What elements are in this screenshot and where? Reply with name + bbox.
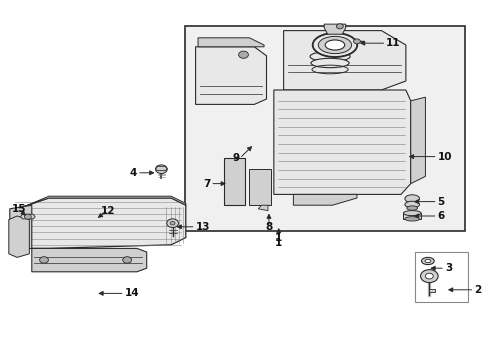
Text: 7: 7 [203,179,210,189]
Polygon shape [198,38,264,47]
Circle shape [122,257,131,263]
Text: 4: 4 [129,168,137,178]
Text: 6: 6 [437,211,444,221]
Ellipse shape [406,206,417,210]
Ellipse shape [403,211,420,216]
Bar [414,252,468,302]
Polygon shape [324,24,345,34]
Text: 15: 15 [11,204,26,214]
Circle shape [24,214,31,219]
Ellipse shape [424,259,430,263]
Circle shape [425,273,432,279]
Text: 14: 14 [124,288,139,298]
Polygon shape [273,90,410,194]
Text: 5: 5 [437,197,444,207]
Ellipse shape [310,58,348,68]
Polygon shape [293,194,356,205]
Polygon shape [20,214,35,219]
Circle shape [353,39,360,44]
Polygon shape [155,166,167,171]
Circle shape [238,51,248,58]
Polygon shape [283,31,405,90]
Text: 1: 1 [275,233,282,243]
Ellipse shape [318,36,351,54]
Text: 2: 2 [473,285,481,295]
Text: 13: 13 [195,222,210,232]
Polygon shape [249,169,271,205]
Polygon shape [10,205,32,250]
Circle shape [336,24,343,29]
Ellipse shape [309,51,349,62]
Text: 3: 3 [444,263,451,273]
Polygon shape [224,158,245,205]
Circle shape [420,270,437,283]
Ellipse shape [404,217,419,221]
Polygon shape [12,196,185,211]
Ellipse shape [421,257,433,265]
Polygon shape [410,97,425,184]
Circle shape [155,165,167,174]
Polygon shape [32,248,146,272]
Ellipse shape [325,40,344,50]
Text: 11: 11 [386,38,400,48]
Ellipse shape [312,33,356,57]
Bar [184,26,464,231]
Text: 8: 8 [265,222,272,232]
Text: 1: 1 [275,238,282,248]
Polygon shape [258,205,267,211]
Ellipse shape [404,195,419,203]
Polygon shape [9,216,29,257]
Circle shape [40,257,48,263]
Circle shape [166,219,178,228]
Bar [403,213,420,219]
Polygon shape [428,289,434,292]
Polygon shape [195,47,266,104]
Polygon shape [12,198,185,248]
Text: 9: 9 [232,153,239,163]
Circle shape [170,221,175,225]
Text: 10: 10 [437,152,451,162]
Ellipse shape [404,201,419,208]
Text: 12: 12 [100,206,115,216]
